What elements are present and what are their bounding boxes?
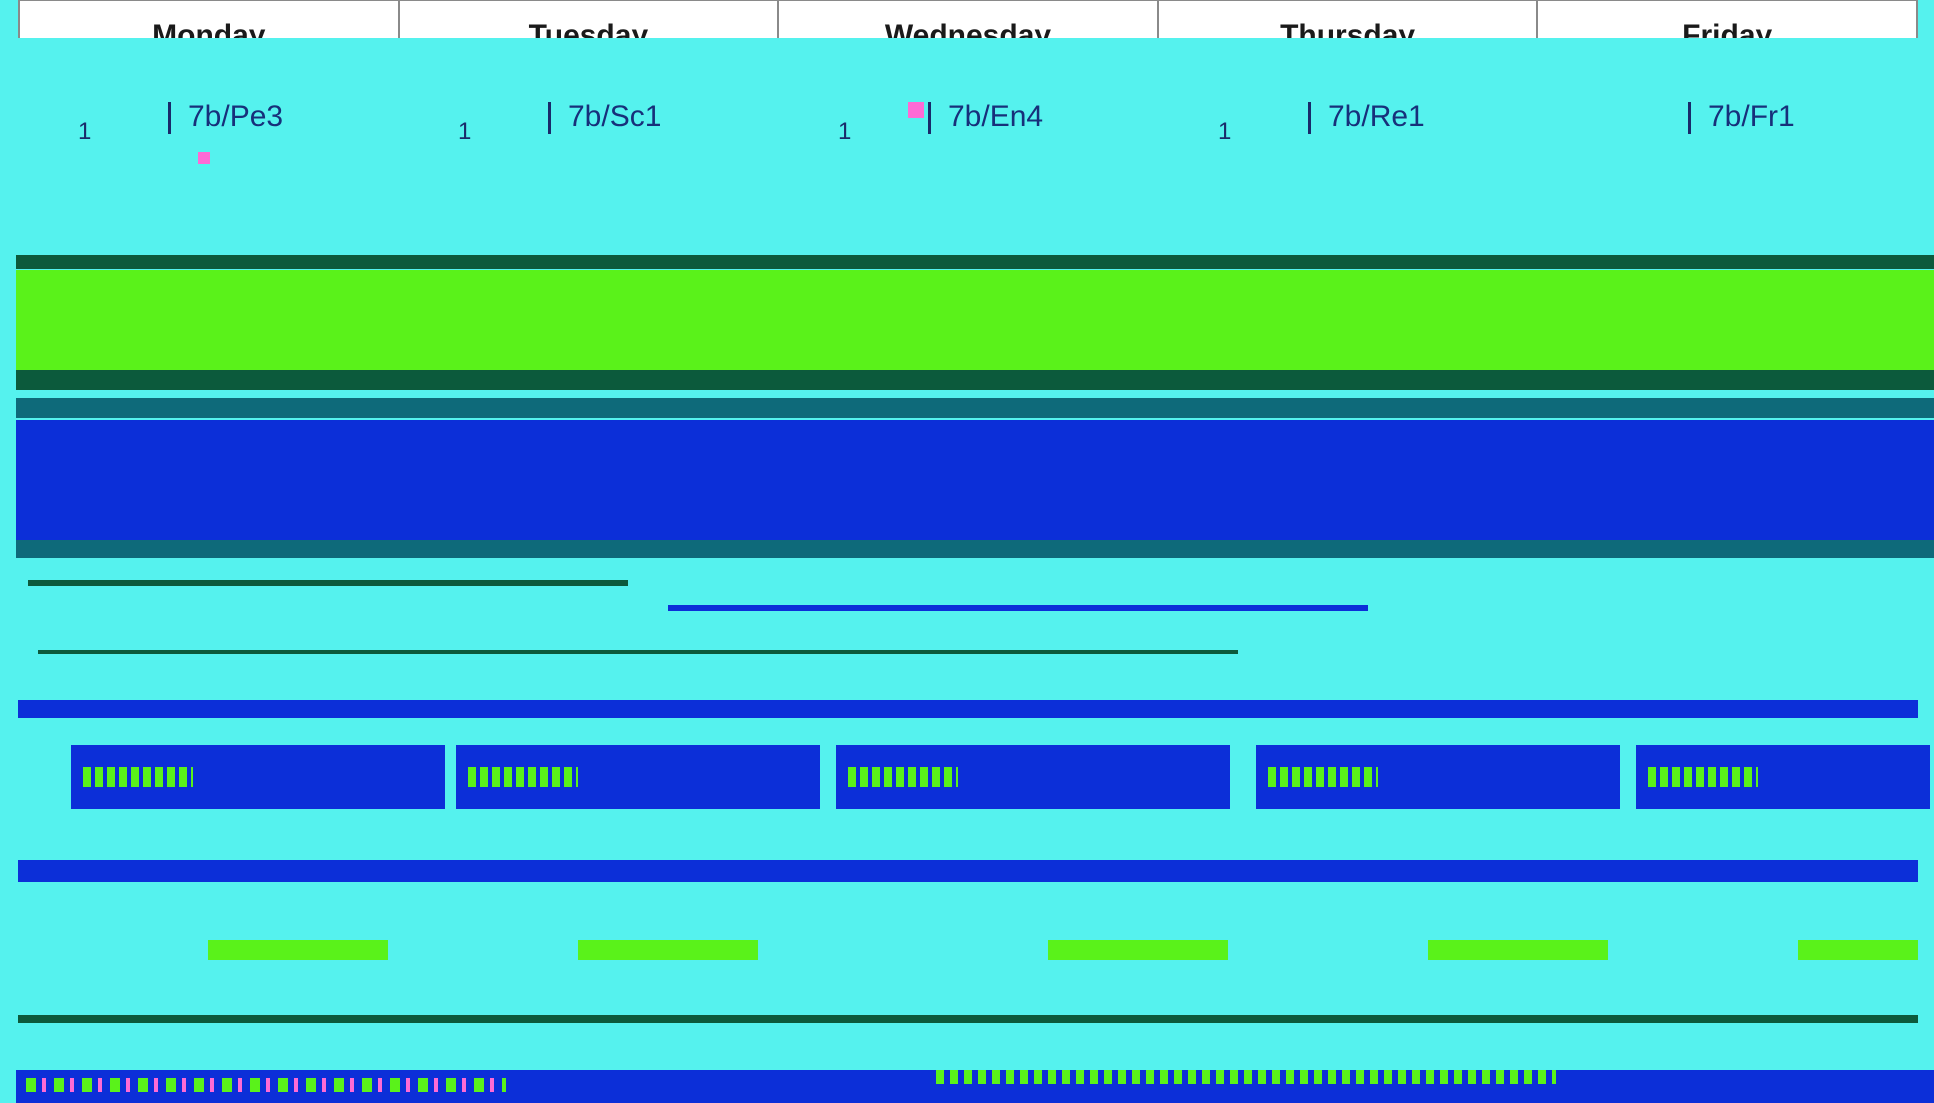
lesson-block-label bbox=[848, 767, 958, 787]
row-divider bbox=[668, 605, 1368, 611]
lesson-divider bbox=[928, 102, 931, 134]
row-divider bbox=[16, 255, 1934, 269]
lesson-code: 7b/Sc1 bbox=[568, 100, 662, 133]
lesson-code: 7b/En4 bbox=[948, 100, 1044, 133]
lesson-code: 7b/Re1 bbox=[1328, 100, 1425, 133]
header-overlay-band bbox=[16, 38, 1934, 96]
lesson-row-period-6 bbox=[1428, 940, 1608, 960]
row-divider bbox=[16, 540, 1934, 558]
status-marker bbox=[198, 152, 210, 164]
lesson-row-period-2 bbox=[16, 270, 1934, 370]
lesson-block-wednesday[interactable] bbox=[833, 742, 1233, 812]
period-number: 1 bbox=[1218, 118, 1232, 145]
lesson-row-period-4 bbox=[18, 700, 1918, 718]
lesson-row-period-6 bbox=[208, 940, 388, 960]
lesson-row-period-6 bbox=[1048, 940, 1228, 960]
status-bar bbox=[16, 1070, 1934, 1103]
lesson-cell-thursday[interactable]: 1 7b/Re1 bbox=[1158, 96, 1538, 146]
row-divider bbox=[16, 398, 1934, 418]
lesson-cell-monday[interactable]: 1 7b/Pe3 bbox=[18, 96, 398, 146]
lesson-row-period-3 bbox=[16, 420, 1934, 540]
lesson-row-period-1: 1 7b/Pe3 1 7b/Sc1 1 7b/En4 1 7b/Re1 7b/F… bbox=[18, 96, 1918, 146]
lesson-block-label bbox=[1268, 767, 1378, 787]
lesson-block-tuesday[interactable] bbox=[453, 742, 823, 812]
lesson-cell-friday[interactable]: 7b/Fr1 bbox=[1538, 96, 1918, 146]
lesson-divider bbox=[1308, 102, 1311, 134]
lesson-block-friday[interactable] bbox=[1633, 742, 1933, 812]
lesson-code: 7b/Pe3 bbox=[188, 100, 284, 133]
lesson-row-period-6 bbox=[1798, 940, 1918, 960]
status-indicators bbox=[26, 1078, 506, 1092]
lesson-divider bbox=[548, 102, 551, 134]
lesson-row-period-5 bbox=[18, 860, 1918, 882]
row-divider bbox=[18, 1015, 1918, 1023]
lesson-block-thursday[interactable] bbox=[1253, 742, 1623, 812]
lesson-divider bbox=[168, 102, 171, 134]
lesson-divider bbox=[1688, 102, 1691, 134]
period-number: 1 bbox=[838, 118, 852, 145]
lesson-block-label bbox=[1648, 767, 1758, 787]
status-indicators bbox=[936, 1070, 1556, 1084]
lesson-block-label bbox=[83, 767, 193, 787]
period-number: 1 bbox=[458, 118, 472, 145]
lesson-block-label bbox=[468, 767, 578, 787]
period-number: 1 bbox=[78, 118, 92, 145]
row-divider bbox=[28, 580, 628, 586]
status-marker bbox=[908, 102, 924, 118]
lesson-row-period-6 bbox=[578, 940, 758, 960]
lesson-cell-wednesday[interactable]: 1 7b/En4 bbox=[778, 96, 1158, 146]
lesson-cell-tuesday[interactable]: 1 7b/Sc1 bbox=[398, 96, 778, 146]
lesson-code: 7b/Fr1 bbox=[1708, 100, 1795, 133]
timetable-window: Monday Tuesday Wednesday Thursday Friday… bbox=[8, 0, 1934, 1103]
lesson-block-monday[interactable] bbox=[68, 742, 448, 812]
row-divider bbox=[16, 370, 1934, 390]
row-divider bbox=[38, 650, 1238, 654]
